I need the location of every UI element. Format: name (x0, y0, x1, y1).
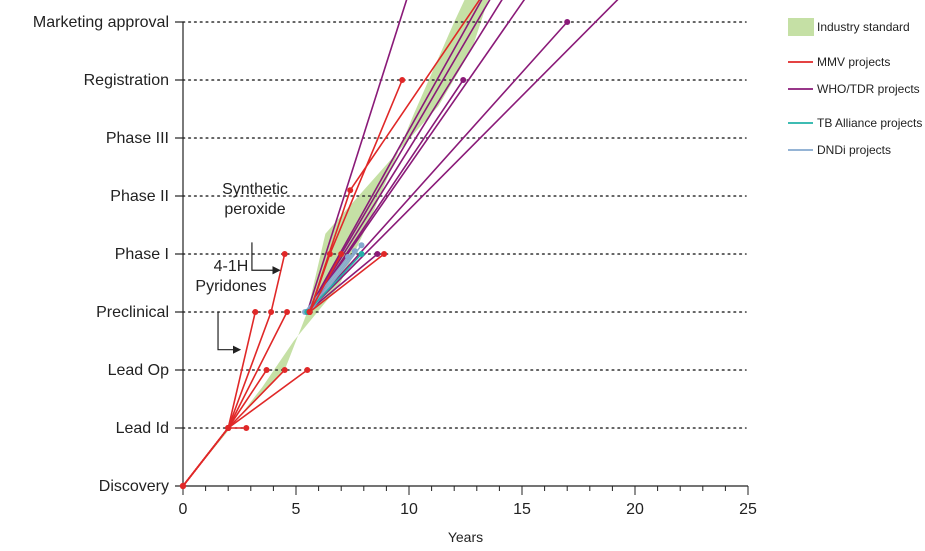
x-tick-label-5: 25 (739, 501, 757, 518)
mmv-project-point-10-0 (306, 309, 313, 315)
legend-label-who: WHO/TDR projects (817, 82, 920, 96)
stage-label-5: Phase II (110, 188, 169, 205)
tba-project-line-0 (306, 253, 363, 313)
mmv-project-point-6-1 (225, 425, 232, 431)
mmv-project-point-9-1 (381, 251, 388, 257)
mmv-project-point-7-1 (326, 251, 333, 257)
stage-label-4: Phase I (115, 246, 169, 263)
mmv-project-point-4-2 (252, 309, 259, 315)
stage-label-0: Discovery (99, 478, 169, 495)
annotation-1-line-1: Pyridones (195, 278, 266, 295)
tba-project-point-0-1 (358, 251, 365, 257)
mmv-project-line-8 (308, 253, 342, 313)
mmv-project-point-6-2 (268, 309, 275, 315)
mmv-project-line-6 (182, 253, 286, 487)
dndi-project-point-1-1 (351, 248, 358, 255)
annotation-1-line-0: 4-1H (214, 258, 249, 275)
mmv-project-point-10-1 (347, 187, 354, 194)
x-tick-label-3: 15 (513, 501, 531, 518)
mmv-project-point-8-1 (338, 251, 345, 257)
stage-label-2: Lead Op (108, 362, 169, 379)
industry-standard-band (183, 0, 489, 486)
annotation-arrow-0 (251, 242, 281, 275)
origin-point (179, 482, 187, 490)
who-project-line-7 (306, 79, 464, 313)
x-tick-label-2: 10 (400, 501, 418, 518)
mmv-project-line-0 (182, 427, 247, 487)
annotation-0-line-0: Synthetic (222, 181, 288, 198)
annotation-arrow-1 (217, 312, 242, 354)
mmv-project-point-2-2 (281, 367, 288, 373)
who-project-line-0 (306, 0, 408, 313)
x-axis-title: Years (448, 529, 483, 545)
who-project-line-5 (306, 0, 619, 313)
who-project-line-6 (306, 21, 568, 313)
legend-label-industry: Industry standard (817, 20, 910, 34)
mmv-project-point-5-2 (284, 309, 290, 315)
who-project-point-6-1 (564, 19, 571, 25)
who-project-point-7-1 (460, 77, 467, 83)
stage-label-7: Registration (84, 72, 169, 89)
mmv-project-point-1-2 (263, 367, 270, 373)
mmv-project-point-0-2 (243, 425, 250, 431)
dndi-project-point-0-1 (345, 253, 351, 260)
who-project-point-8-1 (374, 251, 381, 257)
x-tick-label-1: 5 (292, 501, 301, 518)
mmv-project-point-7-2 (399, 77, 406, 83)
legend-label-dndi: DNDi projects (817, 143, 891, 157)
x-tick-label-4: 20 (626, 501, 644, 518)
stage-label-8: Marketing approval (33, 14, 169, 31)
mmv-project-line-4 (182, 311, 257, 487)
mmv-project-line-9 (309, 253, 385, 313)
stage-label-3: Preclinical (96, 304, 169, 321)
stage-label-6: Phase III (106, 130, 169, 147)
x-tick-label-0: 0 (179, 501, 188, 518)
stage-label-1: Lead Id (116, 420, 169, 437)
legend-label-mmv: MMV projects (817, 55, 890, 69)
dndi-project-point-2-1 (358, 242, 365, 249)
legend-label-tba: TB Alliance projects (817, 116, 922, 130)
mmv-project-point-3-2 (304, 367, 311, 373)
legend-swatch-industry (788, 18, 814, 36)
who-project-line-8 (306, 253, 378, 313)
mmv-project-point-6-3 (281, 251, 288, 257)
annotation-0-line-1: peroxide (224, 201, 285, 218)
